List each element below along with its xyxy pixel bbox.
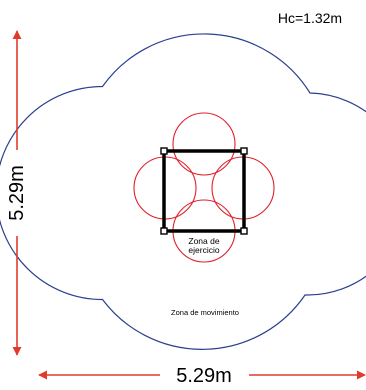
- top-circle: [172, 112, 236, 176]
- movement-zone-outline: [0, 33, 366, 350]
- frame-posts: [160, 147, 248, 235]
- exercise-zone-label-line2: ejercicio: [188, 245, 219, 255]
- movement-zone-label: Zona de movimiento: [171, 308, 239, 317]
- exercise-zone-label-line1: Zona de: [188, 236, 219, 246]
- vertical-dimension: 5.29m: [6, 30, 28, 356]
- post-bottom-right: [240, 227, 248, 235]
- vertical-dimension-label: 5.29m: [6, 165, 28, 221]
- frame-square: [162, 149, 246, 233]
- post-top-right: [240, 147, 248, 155]
- height-label: Hc=1.32m: [278, 10, 342, 26]
- horizontal-dimension: 5.29m: [38, 365, 366, 387]
- horizontal-dimension-label: 5.29m: [176, 365, 232, 387]
- post-bottom-left: [160, 227, 168, 235]
- equipment-frame: [160, 147, 248, 235]
- post-top-left: [160, 147, 168, 155]
